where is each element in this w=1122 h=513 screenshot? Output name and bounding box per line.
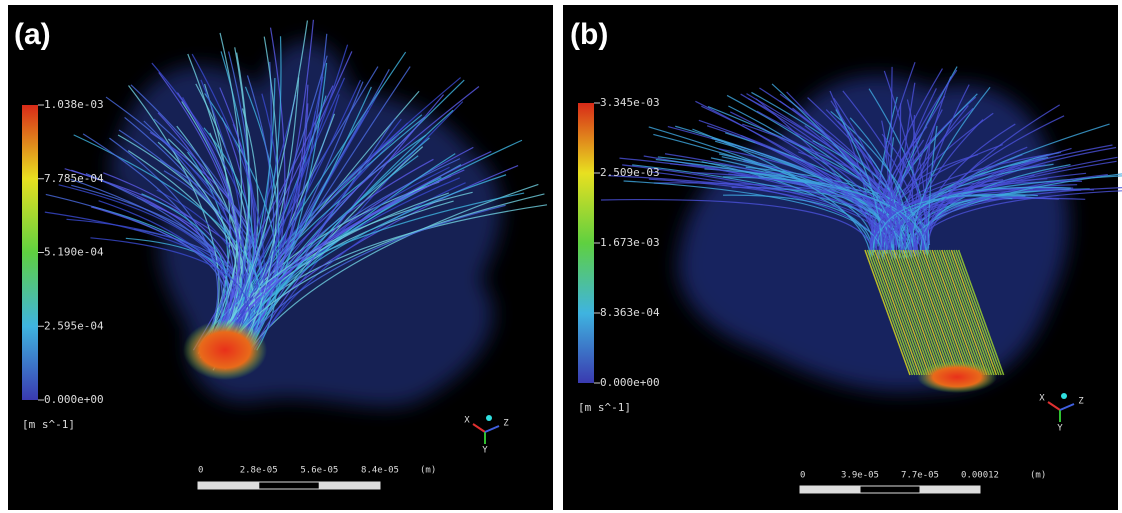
scale-label: 0: [198, 466, 203, 476]
scale-label: 3.9e-05: [841, 471, 879, 481]
scale-unit: (m): [420, 466, 436, 476]
scale-label: 2.8e-05: [240, 466, 278, 476]
colorbar: [578, 103, 594, 383]
scale-segment: [319, 482, 380, 489]
colorbar: [22, 105, 38, 400]
panel-label: (b): [570, 18, 608, 51]
inlet-hotspot: [183, 320, 267, 380]
panel-label: (a): [14, 18, 51, 51]
streamline: [900, 103, 901, 241]
colorbar-label: 0.000e+00: [600, 376, 660, 389]
scale-label: 5.6e-05: [300, 466, 338, 476]
colorbar-label: 5.190e-04: [44, 246, 104, 259]
colorbar-label: 1.038e-03: [44, 98, 104, 111]
scale-unit: (m): [1030, 471, 1046, 481]
figure: (a) (b) 1.038e-03 7.785e-04 5.190e-04 2.595…: [0, 0, 1122, 513]
scale-label: 8.4e-05: [361, 466, 399, 476]
axis-label: Y: [1057, 424, 1063, 434]
scale-segment: [198, 482, 259, 489]
scale-label: 0.00012: [961, 471, 999, 481]
colorbar-label: 3.345e-03: [600, 96, 660, 109]
scale-segment: [800, 486, 860, 493]
inlet-hotspot: [917, 361, 997, 393]
axis-origin: [1061, 393, 1067, 399]
axis-label: X: [1039, 394, 1045, 404]
axis-label: Z: [503, 419, 509, 429]
axis-label: Y: [482, 446, 488, 456]
colorbar-label: 0.000e+00: [44, 393, 104, 406]
scale-label: 0: [800, 471, 805, 481]
axis-label: X: [464, 416, 470, 426]
colorbar-label: 2.509e-03: [600, 166, 660, 179]
colorbar-label: 8.363e-04: [600, 306, 660, 319]
axis-label: Z: [1078, 397, 1084, 407]
colorbar-label: 1.673e-03: [600, 236, 660, 249]
colorbar-label: 2.595e-04: [44, 319, 104, 332]
scale-segment: [920, 486, 980, 493]
colorbar-unit: [m s^-1]: [22, 418, 75, 431]
scale-label: 7.7e-05: [901, 471, 939, 481]
colorbar-unit: [m s^-1]: [578, 401, 631, 414]
colorbar-label: 7.785e-04: [44, 172, 104, 185]
axis-origin: [486, 415, 492, 421]
